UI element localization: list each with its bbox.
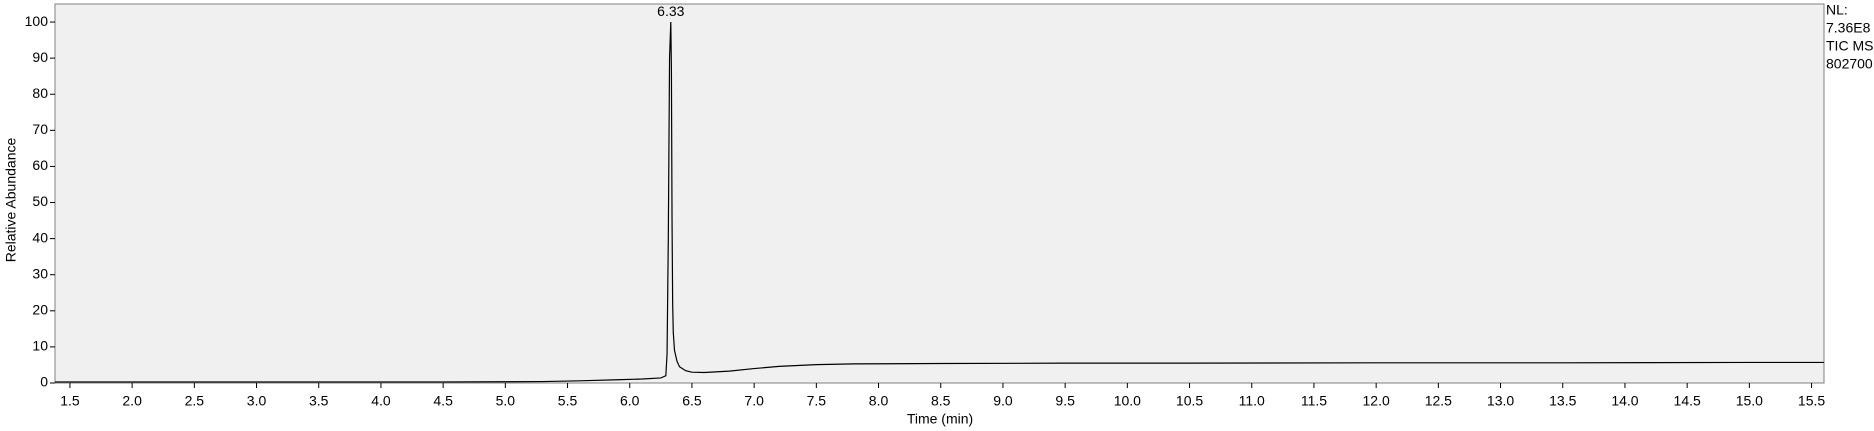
y-tick-label: 60 [32,157,48,173]
x-tick-label: 5.5 [558,393,578,409]
x-tick-label: 10.0 [1114,393,1141,409]
x-tick-label: 9.5 [1055,393,1075,409]
x-tick-label: 7.0 [744,393,764,409]
x-tick-label: 11.0 [1239,393,1265,409]
y-tick-label: 30 [32,265,48,281]
x-tick-label: 13.0 [1487,393,1514,409]
x-tick-label: 13.5 [1549,393,1576,409]
y-tick-label: 20 [32,302,48,318]
x-tick-label: 10.5 [1176,393,1203,409]
x-tick-label: 8.0 [869,393,889,409]
y-tick-label: 100 [25,13,49,29]
y-tick-label: 50 [32,193,48,209]
info-text: TIC MS [1826,38,1873,54]
y-axis-label: Relative Abundance [3,138,19,263]
y-tick-label: 70 [32,121,48,137]
y-tick-label: 90 [32,49,48,65]
x-tick-label: 4.0 [371,393,391,409]
x-tick-label: 4.5 [433,393,453,409]
trace-line [55,22,1824,383]
x-tick-label: 12.5 [1425,393,1452,409]
plot-area [54,3,1825,384]
x-tick-label: 3.0 [247,393,267,409]
x-tick-label: 9.0 [993,393,1013,409]
x-tick-label: 15.0 [1736,393,1763,409]
x-tick-label: 6.5 [682,393,702,409]
y-tick-label: 10 [32,338,48,354]
x-tick-label: 7.5 [807,393,827,409]
x-tick-label: 6.0 [620,393,640,409]
x-tick-label: 2.0 [122,393,142,409]
x-tick-label: 2.5 [185,393,205,409]
x-tick-label: 5.0 [496,393,516,409]
x-tick-label: 12.0 [1363,393,1390,409]
y-tick-label: 40 [32,229,48,245]
x-tick-label: 1.5 [60,393,80,409]
x-tick-label: 14.5 [1674,393,1701,409]
peak-label: 6.33 [657,3,684,19]
x-axis-label: Time (min) [907,411,973,427]
x-tick-label: 14.0 [1611,393,1638,409]
info-text: 802700 [1826,56,1873,72]
y-tick-label: 80 [32,85,48,101]
info-text: 7.36E8 [1826,20,1871,36]
x-tick-label: 15.5 [1798,393,1825,409]
info-text: NL: [1826,2,1848,18]
x-tick-label: 3.5 [309,393,329,409]
y-tick-label: 0 [40,374,48,390]
x-tick-label: 8.5 [931,393,951,409]
x-tick-label: 11.5 [1301,393,1327,409]
